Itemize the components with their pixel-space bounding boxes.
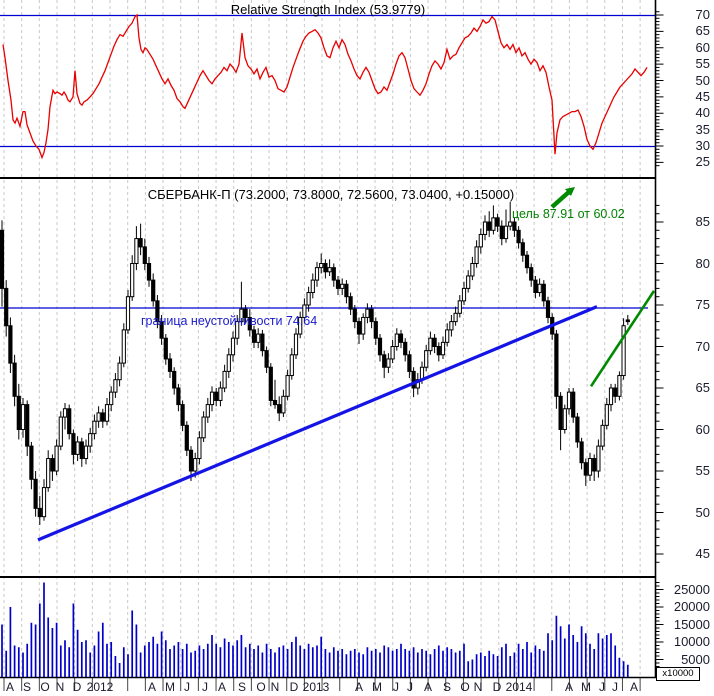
price-axis-label: 75 — [695, 297, 710, 312]
resistance-annotation: граница неустойчивости 74.64 — [141, 314, 318, 328]
price-axis-label: 80 — [695, 255, 710, 271]
price-axis-label: 55 — [695, 463, 710, 478]
price-axis-label: 70 — [695, 338, 710, 354]
volume-axis-label: 10000 — [673, 634, 710, 649]
date-axis-label: A — [354, 680, 364, 694]
rsi-axis-label: 55 — [695, 56, 710, 72]
date-axis-label: A — [147, 680, 157, 694]
volume-axis-label: 15000 — [673, 616, 710, 632]
volume-axis-label: 20000 — [673, 599, 710, 614]
date-axis-label: S — [442, 680, 452, 694]
volume-multiplier-badge: x10000 — [656, 667, 700, 681]
rsi-axis-label: 35 — [695, 121, 710, 137]
volume-axis-label: 25000 — [673, 581, 710, 597]
price-panel-title: СБЕРБАНК-П (73.2000, 73.8000, 72.5600, 7… — [147, 187, 515, 202]
rsi-axis-label: 45 — [695, 88, 710, 104]
rsi-axis-label: 60 — [695, 39, 710, 55]
rsi-axis-label: 30 — [695, 138, 710, 153]
rsi-axis-label: 40 — [695, 105, 710, 121]
target-annotation: цель 87.91 от 60.02 — [512, 207, 625, 221]
date-axis-label: J — [599, 680, 605, 694]
date-axis-label: A — [5, 680, 15, 694]
date-axis-label: D — [289, 680, 299, 694]
price-axis-label: 45 — [695, 546, 710, 561]
date-axis-label: J — [393, 680, 399, 694]
date-axis-label: 2013 — [302, 680, 330, 694]
rsi-axis-label: 70 — [695, 7, 710, 22]
date-axis-label: A — [629, 680, 639, 694]
date-axis-label: 2014 — [505, 680, 533, 694]
price-axis-label: 60 — [695, 421, 710, 437]
date-axis-label: S — [237, 680, 247, 694]
price-axis-label: 85 — [695, 214, 710, 229]
date-axis-label: J — [407, 680, 413, 694]
date-axis-label: N — [270, 680, 280, 694]
date-axis-label: D — [492, 680, 502, 694]
date-axis-label: M — [581, 680, 591, 694]
volume-axis-label: 5000 — [681, 651, 710, 667]
date-axis-label: M — [165, 680, 175, 694]
date-axis-label: M — [372, 680, 382, 694]
rsi-panel-title: Relative Strength Index (53.9779) — [230, 2, 426, 17]
date-axis-label: N — [55, 680, 65, 694]
price-axis-label: 50 — [695, 504, 710, 520]
rsi-axis-label: 50 — [695, 72, 710, 88]
date-axis-label: A — [217, 680, 227, 694]
date-axis-label: D — [72, 680, 82, 694]
date-axis-label: O — [256, 680, 266, 694]
date-axis-label: J — [612, 680, 618, 694]
date-axis-label: A — [564, 680, 574, 694]
rsi-axis-label: 65 — [695, 23, 710, 39]
date-axis-label: 2012 — [86, 680, 114, 694]
date-axis-label: A — [423, 680, 433, 694]
rsi-axis-label: 25 — [695, 154, 710, 170]
date-axis-label: N — [473, 680, 483, 694]
date-axis-label: O — [40, 680, 50, 694]
date-axis-label: J — [184, 680, 190, 694]
date-axis-label: S — [22, 680, 32, 694]
date-axis-label: O — [460, 680, 470, 694]
price-axis-label: 65 — [695, 380, 710, 395]
date-axis-label: J — [202, 680, 208, 694]
